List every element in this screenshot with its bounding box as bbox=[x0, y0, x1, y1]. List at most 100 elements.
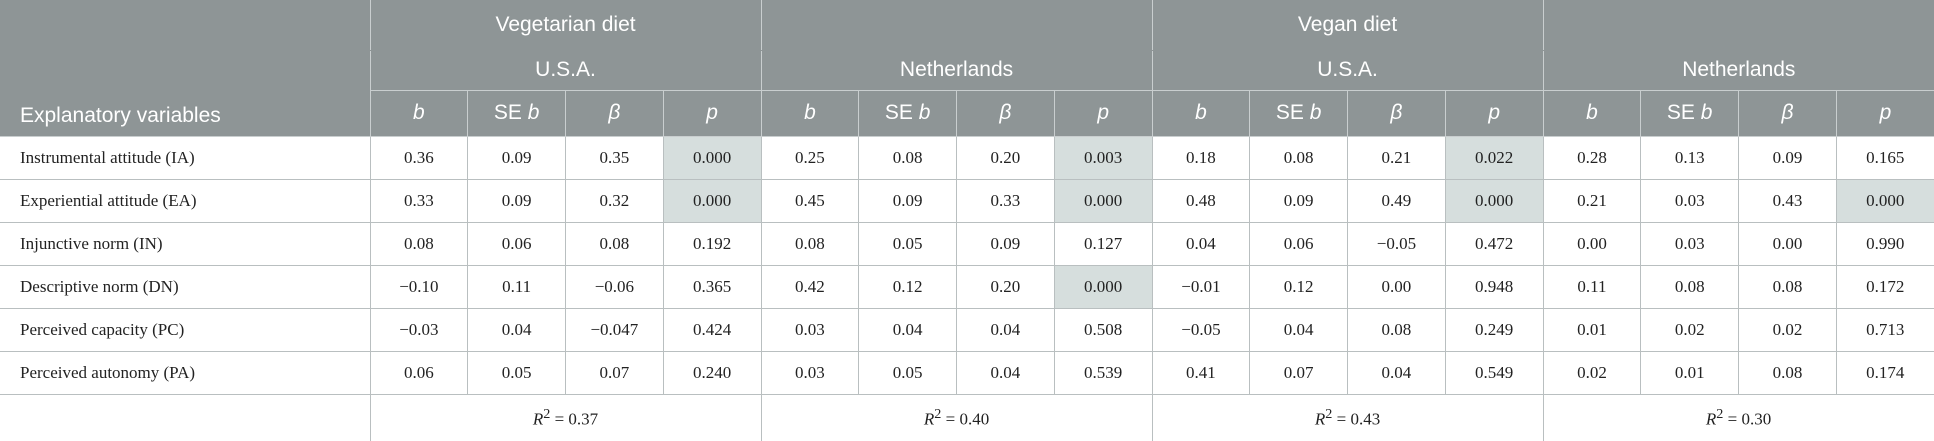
country-header: Netherlands bbox=[760, 50, 1153, 91]
column-header: p bbox=[1053, 90, 1153, 137]
column-header: β bbox=[565, 90, 664, 137]
value-cell: 0.21 bbox=[1542, 178, 1642, 223]
value-cell: 0.03 bbox=[1640, 178, 1740, 223]
r-sup: 2 bbox=[543, 405, 551, 422]
value-cell: 0.43 bbox=[1738, 178, 1837, 223]
column-header: p bbox=[1444, 90, 1544, 137]
value-cell: 0.08 bbox=[760, 221, 860, 266]
value-cell: 0.08 bbox=[858, 135, 958, 180]
value-cell: −0.05 bbox=[1347, 221, 1446, 266]
column-symbol: β bbox=[608, 101, 621, 124]
variable-label: Perceived autonomy (PA) bbox=[0, 350, 371, 395]
value-cell: 0.249 bbox=[1444, 307, 1544, 352]
value-cell: 0.05 bbox=[858, 221, 958, 266]
country-header: U.S.A. bbox=[1151, 50, 1544, 91]
column-header: β bbox=[1738, 90, 1837, 137]
value-cell: 0.000 bbox=[662, 135, 762, 180]
column-prefix: SE bbox=[1275, 101, 1304, 124]
column-symbol: b bbox=[1586, 101, 1598, 124]
data-row: Experiential attitude (EA) 0.33 0.09 0.32 0.… bbox=[0, 178, 1934, 223]
value-cell: 0.09 bbox=[1249, 178, 1349, 223]
r-squared-cell: R2 = 0.30 bbox=[1542, 393, 1934, 441]
column-header: p bbox=[1835, 90, 1934, 137]
r-squared-row: R2 = 0.37 R2 = 0.40 R2 = 0.43 R2 = 0.30 bbox=[0, 393, 1934, 441]
value-cell: 0.00 bbox=[1542, 221, 1642, 266]
column-symbol: b bbox=[1309, 101, 1322, 124]
value-cell: 0.240 bbox=[662, 350, 762, 395]
r-value: = 0.30 bbox=[1727, 409, 1772, 429]
column-symbol: p bbox=[1488, 101, 1501, 124]
value-cell: −0.047 bbox=[565, 307, 664, 352]
value-cell: −0.06 bbox=[565, 264, 664, 309]
value-cell: 0.33 bbox=[369, 178, 469, 223]
column-prefix: SE bbox=[884, 101, 913, 124]
r-symbol: R bbox=[1314, 409, 1326, 429]
value-cell: 0.03 bbox=[1640, 221, 1740, 266]
header-row: Explanatory variables Vegetarian diet Vega… bbox=[0, 0, 1934, 137]
value-cell: 0.174 bbox=[1835, 350, 1934, 395]
value-cell: 0.000 bbox=[662, 178, 762, 223]
value-cell: 0.09 bbox=[1738, 135, 1837, 180]
value-cell: 0.08 bbox=[369, 221, 469, 266]
value-cell: 0.003 bbox=[1053, 135, 1153, 180]
variable-label: Perceived capacity (PC) bbox=[0, 307, 371, 352]
data-row: Descriptive norm (DN) −0.10 0.11 −0.06 0.365… bbox=[0, 264, 1934, 309]
value-cell: 0.00 bbox=[1738, 221, 1837, 266]
column-symbol: β bbox=[999, 101, 1012, 124]
value-cell: 0.04 bbox=[467, 307, 566, 352]
value-cell: 0.01 bbox=[1640, 350, 1740, 395]
value-cell: 0.49 bbox=[1347, 178, 1446, 223]
value-cell: 0.192 bbox=[662, 221, 762, 266]
r-sup: 2 bbox=[1716, 405, 1724, 422]
value-cell: 0.08 bbox=[565, 221, 664, 266]
country-header: U.S.A. bbox=[369, 50, 762, 91]
value-cell: −0.01 bbox=[1151, 264, 1251, 309]
country-header: Netherlands bbox=[1542, 50, 1934, 91]
column-header: b bbox=[1542, 90, 1641, 137]
value-cell: 0.472 bbox=[1444, 221, 1544, 266]
value-cell: −0.05 bbox=[1151, 307, 1251, 352]
diet-header: Vegan diet bbox=[1151, 0, 1544, 51]
data-row: Instrumental attitude (IA) 0.36 0.09 0.35 0.… bbox=[0, 135, 1934, 180]
value-cell: 0.36 bbox=[369, 135, 469, 180]
r-symbol: R bbox=[923, 409, 935, 429]
r-symbol: R bbox=[532, 409, 544, 429]
data-row: Injunctive norm (IN) 0.08 0.06 0.08 0.192 0.0… bbox=[0, 221, 1934, 266]
column-symbol: b bbox=[1195, 101, 1207, 124]
column-symbol: b bbox=[413, 101, 425, 124]
value-cell: 0.127 bbox=[1053, 221, 1153, 266]
variable-label: Experiential attitude (EA) bbox=[0, 178, 371, 223]
column-symbol: p bbox=[706, 101, 718, 124]
header-cell bbox=[760, 0, 1153, 51]
value-cell: 0.12 bbox=[1249, 264, 1349, 309]
value-cell: 0.04 bbox=[956, 307, 1055, 352]
r-value: = 0.37 bbox=[554, 409, 599, 429]
r-squared-cell: R2 = 0.40 bbox=[760, 393, 1153, 441]
value-cell: 0.09 bbox=[467, 178, 566, 223]
value-cell: −0.10 bbox=[369, 264, 469, 309]
data-row: Perceived autonomy (PA) 0.06 0.05 0.07 0.240… bbox=[0, 350, 1934, 395]
value-cell: 0.07 bbox=[1249, 350, 1349, 395]
column-symbol: b bbox=[1700, 101, 1713, 124]
column-header: β bbox=[956, 90, 1055, 137]
value-cell: 0.04 bbox=[956, 350, 1055, 395]
value-cell: 0.08 bbox=[1347, 307, 1446, 352]
value-cell: 0.539 bbox=[1053, 350, 1153, 395]
column-header: SE b bbox=[1249, 90, 1348, 137]
value-cell: 0.02 bbox=[1640, 307, 1740, 352]
value-cell: 0.02 bbox=[1542, 350, 1642, 395]
column-header: b bbox=[369, 90, 468, 137]
value-cell: 0.990 bbox=[1835, 221, 1934, 266]
column-prefix: SE bbox=[1666, 101, 1695, 124]
empty-cell bbox=[0, 393, 371, 441]
value-cell: 0.09 bbox=[858, 178, 958, 223]
value-cell: 0.33 bbox=[956, 178, 1055, 223]
value-cell: 0.03 bbox=[760, 307, 860, 352]
value-cell: 0.28 bbox=[1542, 135, 1642, 180]
column-header: p bbox=[662, 90, 762, 137]
value-cell: 0.365 bbox=[662, 264, 762, 309]
value-cell: 0.165 bbox=[1835, 135, 1934, 180]
value-cell: 0.11 bbox=[1542, 264, 1642, 309]
